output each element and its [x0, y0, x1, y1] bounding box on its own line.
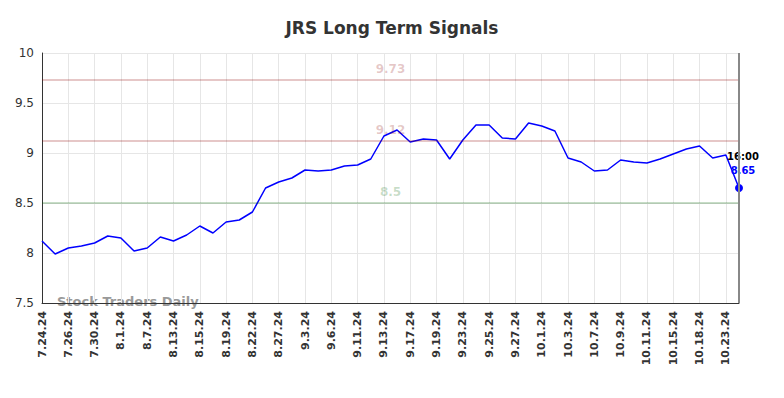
- svg-text:9.73: 9.73: [376, 62, 406, 76]
- svg-text:8.19.24: 8.19.24: [220, 311, 233, 358]
- svg-text:8.22.24: 8.22.24: [246, 311, 259, 358]
- svg-text:8.15.24: 8.15.24: [193, 311, 206, 358]
- svg-text:10.7.24: 10.7.24: [588, 311, 601, 358]
- svg-text:8.1.24: 8.1.24: [114, 311, 127, 350]
- svg-text:JRS Long Term Signals: JRS Long Term Signals: [285, 18, 499, 38]
- svg-text:10.18.24: 10.18.24: [693, 311, 706, 366]
- svg-text:9.13.24: 9.13.24: [377, 311, 390, 358]
- svg-text:7.24.24: 7.24.24: [36, 311, 49, 358]
- svg-text:9.17.24: 9.17.24: [404, 311, 417, 358]
- svg-text:10.3.24: 10.3.24: [562, 311, 575, 358]
- svg-text:9: 9: [26, 146, 34, 160]
- svg-text:Stock Traders Daily: Stock Traders Daily: [57, 294, 199, 309]
- svg-text:8.5: 8.5: [380, 185, 401, 199]
- svg-text:9.11.24: 9.11.24: [351, 311, 364, 358]
- svg-text:16:00: 16:00: [727, 151, 759, 162]
- svg-text:8.5: 8.5: [15, 196, 34, 210]
- svg-text:10: 10: [19, 46, 34, 60]
- svg-text:8.7.24: 8.7.24: [141, 311, 154, 350]
- svg-text:9.12: 9.12: [376, 123, 406, 137]
- svg-text:9.19.24: 9.19.24: [430, 311, 443, 358]
- svg-text:10.9.24: 10.9.24: [614, 311, 627, 358]
- svg-text:10.11.24: 10.11.24: [640, 311, 653, 366]
- svg-text:8: 8: [26, 246, 34, 260]
- svg-text:7.30.24: 7.30.24: [88, 311, 101, 358]
- svg-text:7.26.24: 7.26.24: [62, 311, 75, 358]
- svg-text:8.65: 8.65: [731, 165, 756, 176]
- svg-text:10.23.24: 10.23.24: [719, 311, 732, 366]
- svg-text:9.27.24: 9.27.24: [509, 311, 522, 358]
- svg-text:8.27.24: 8.27.24: [272, 311, 285, 358]
- svg-text:10.1.24: 10.1.24: [535, 311, 548, 358]
- svg-text:8.13.24: 8.13.24: [167, 311, 180, 358]
- svg-text:9.25.24: 9.25.24: [483, 311, 496, 358]
- svg-text:9.6.24: 9.6.24: [325, 311, 338, 350]
- svg-text:9.3.24: 9.3.24: [299, 311, 312, 350]
- svg-text:7.5: 7.5: [15, 296, 34, 310]
- svg-text:9.23.24: 9.23.24: [456, 311, 469, 358]
- svg-text:9.5: 9.5: [15, 96, 34, 110]
- svg-text:10.15.24: 10.15.24: [667, 311, 680, 366]
